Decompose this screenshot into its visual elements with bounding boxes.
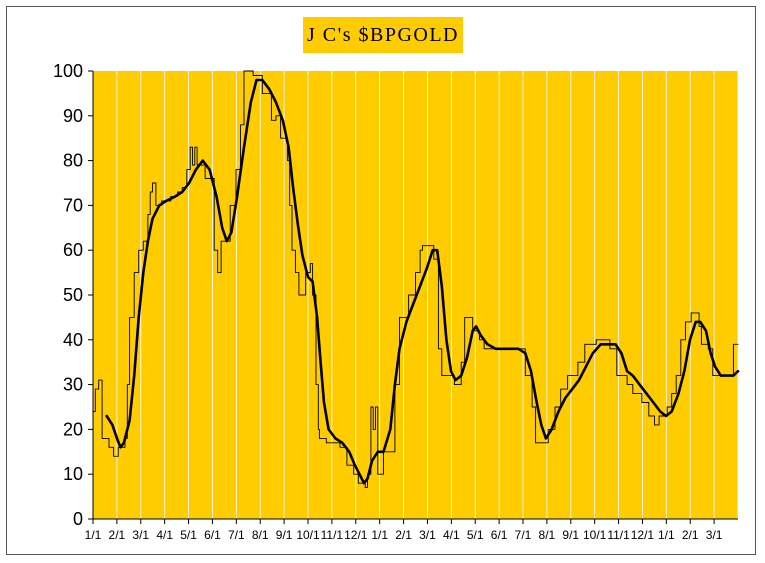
x-tick-label: 1/1: [658, 528, 675, 542]
x-tick-label: 8/1: [252, 528, 269, 542]
x-tick-label: 10/1: [296, 528, 320, 542]
y-tick-label: 90: [63, 106, 83, 126]
axes: 0 10 20 30 40 50 60 70 80 90 100 1/1 2/1 3/1 4/1 5/1 6/1…: [53, 61, 738, 542]
x-tick-label: 4/1: [156, 528, 173, 542]
y-tick-label: 80: [63, 151, 83, 171]
moving-average-line: [105, 78, 740, 485]
x-tick-label: 4/1: [443, 528, 460, 542]
x-tick-label: 5/1: [467, 528, 484, 542]
x-tick-label: 9/1: [276, 528, 293, 542]
x-tick-label: 9/1: [562, 528, 579, 542]
y-tick-label: 30: [63, 375, 83, 395]
x-tick-label: 2/1: [109, 528, 126, 542]
y-tick-label: 10: [63, 464, 83, 484]
x-tick-label: 10/1: [583, 528, 607, 542]
x-tick-label: 12/1: [631, 528, 655, 542]
x-tick-label: 2/1: [395, 528, 412, 542]
y-tick-label: 20: [63, 419, 83, 439]
x-tick-label: 7/1: [515, 528, 532, 542]
series-layer: [92, 70, 740, 489]
y-tick-label: 50: [63, 285, 83, 305]
y-tick-label: 70: [63, 195, 83, 215]
x-tick-label: 8/1: [539, 528, 556, 542]
x-tick-label: 3/1: [132, 528, 149, 542]
x-tick-label: 12/1: [344, 528, 368, 542]
x-tick-label: 6/1: [491, 528, 508, 542]
y-tick-label: 60: [63, 240, 83, 260]
y-tick-label: 100: [53, 61, 83, 81]
x-tick-label: 1/1: [85, 528, 102, 542]
y-tick-label: 40: [63, 330, 83, 350]
x-tick-label: 2/1: [682, 528, 699, 542]
x-tick-label: 3/1: [419, 528, 436, 542]
x-tick-label: 5/1: [180, 528, 197, 542]
y-tick-label: 0: [73, 509, 83, 529]
x-tick-label: 1/1: [371, 528, 388, 542]
chart-title: J C's $BPGOLD: [303, 17, 463, 53]
bpgold-line: [92, 70, 739, 489]
x-tick-label: 11/1: [321, 528, 344, 542]
x-tick-label: 7/1: [228, 528, 245, 542]
x-tick-label: 11/1: [607, 528, 630, 542]
x-tick-label: 6/1: [204, 528, 221, 542]
x-tick-label: 3/1: [706, 528, 723, 542]
